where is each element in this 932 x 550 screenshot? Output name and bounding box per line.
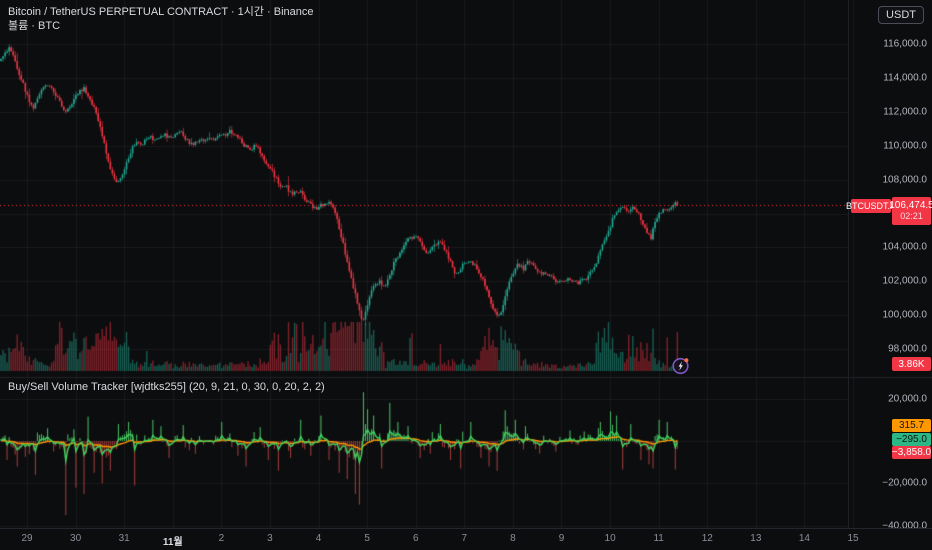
price-axis-label: 102,000.0 (882, 275, 928, 287)
current-price-value: 106,474.5 (889, 199, 932, 211)
time-axis-label: 31 (118, 533, 130, 544)
price-axis[interactable]: 116,000.0 114,000.0 112,000.0 110,000.0 108,… (848, 0, 932, 532)
time-axis-label: 12 (701, 533, 713, 544)
price-axis-label: 114,000.0 (883, 72, 927, 84)
time-axis-label: 14 (798, 533, 810, 544)
symbol-description[interactable]: Bitcoin / TetherUS PERPETUAL CONTRACT · … (8, 6, 314, 18)
time-axis-label: 6 (412, 533, 419, 544)
indicator-histogram-value-badge: −3,858.0 (891, 446, 932, 459)
indicator-axis-label: −20,000.0 (882, 477, 927, 489)
volume-value-badge: 3.86K (892, 357, 931, 371)
current-price-badge: 106,474.5 02:21 (889, 196, 932, 225)
indicator-fast-value-badge: −295.0 (892, 432, 931, 446)
currency-toggle-button[interactable]: USDT (878, 6, 924, 24)
price-axis-label: 108,000.0 (882, 174, 928, 186)
time-axis-label: 3 (267, 533, 273, 544)
indicator-axis-label: −40,000.0 (882, 520, 927, 532)
time-axis-label: 2 (218, 533, 225, 544)
time-axis-label: 5 (364, 533, 370, 544)
indicator-slow-value-badge: 315.7 (892, 419, 931, 432)
time-axis-label: 29 (21, 533, 33, 544)
time-axis-label: 11 (653, 533, 664, 544)
time-axis-label: 4 (315, 533, 322, 544)
time-axis-label: 13 (750, 533, 762, 544)
price-axis-label: 98,000.0 (888, 343, 927, 355)
time-axis-label: 15 (847, 533, 859, 544)
lightning-marker-icon[interactable] (671, 356, 691, 376)
indicator-title[interactable]: Buy/Sell Volume Tracker [wjdtks255] (20,… (8, 381, 325, 393)
time-axis[interactable]: 29 30 31 11월 2 3 4 5 6 7 8 9 10 11 12 13 14 15 (0, 528, 932, 550)
price-axis-label: 116,000.0 (883, 38, 927, 50)
time-axis-label: 8 (510, 533, 516, 544)
time-axis-label: 9 (558, 533, 565, 544)
chart-legend: Bitcoin / TetherUS PERPETUAL CONTRACT · … (8, 5, 314, 33)
time-axis-label: 11월 (162, 537, 183, 548)
bar-countdown: 02:21 (900, 210, 923, 221)
time-axis-label: 7 (461, 533, 468, 544)
time-axis-label: 10 (604, 533, 616, 544)
symbol-price-label-badge: BTCUSDT.P (846, 198, 897, 213)
price-axis-label: 112,000.0 (883, 106, 927, 118)
price-axis-label: 104,000.0 (882, 241, 928, 253)
volume-legend[interactable]: 볼륨 · BTC (8, 20, 61, 32)
indicator-axis-label: 20,000.0 (888, 393, 927, 405)
time-axis-label: 30 (70, 533, 82, 544)
price-axis-label: 110,000.0 (883, 140, 927, 152)
price-axis-label: 100,000.0 (882, 309, 928, 321)
